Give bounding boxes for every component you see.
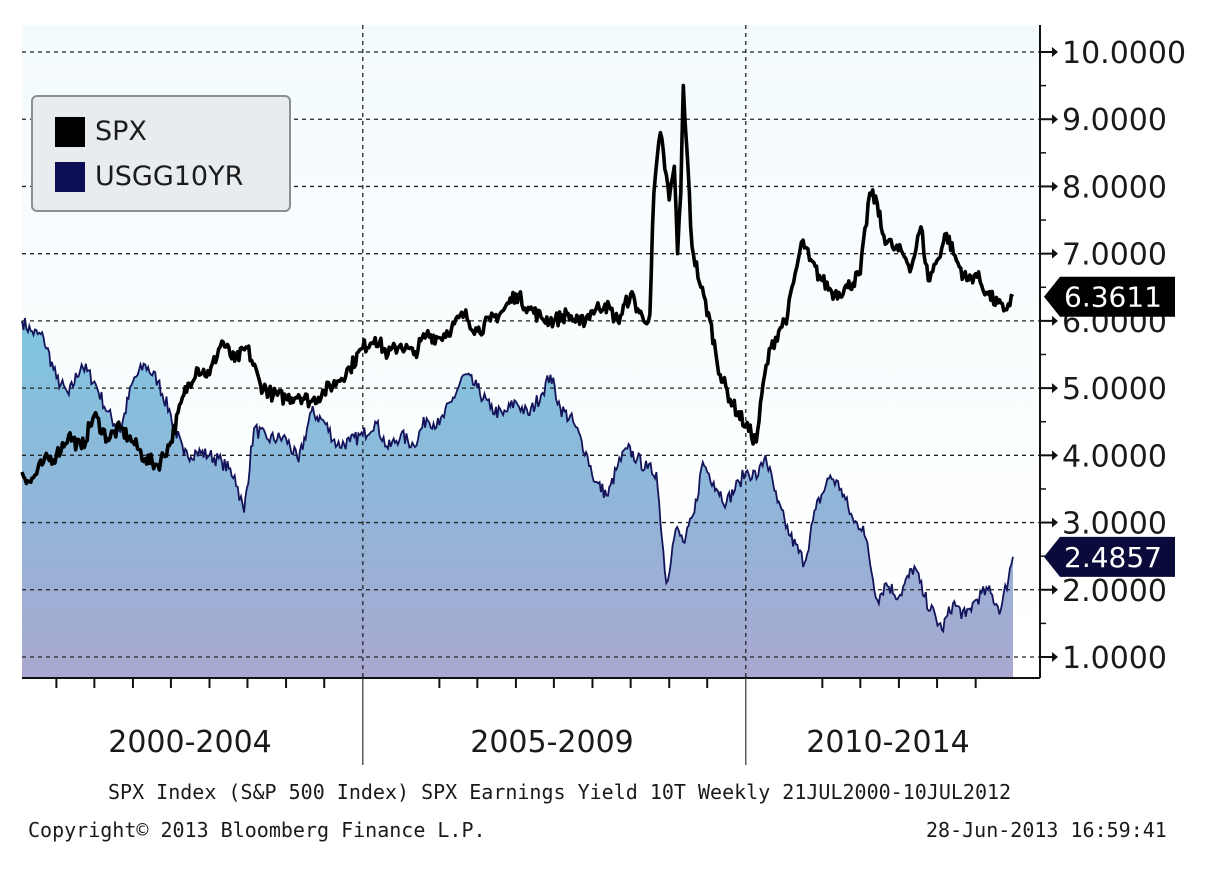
last-value-callout-spx-label: 6.3611 [1064,281,1162,314]
last-value-callout-spx: 6.3611 [1044,276,1175,317]
y-tick-arrow-2.0000 [1052,584,1058,595]
y-tick-arrow-3.0000 [1052,517,1058,528]
last-value-callout-spx-box [1044,276,1175,317]
y-tick-arrow-7.0000 [1052,248,1058,259]
y-tick-label: 4.0000 [1062,439,1167,474]
y-tick-arrow-1.0000 [1052,652,1058,662]
y-tick-arrow-6.0000 [1052,315,1058,326]
y-tick-label: 9.0000 [1062,103,1167,138]
chart-canvas: 1.00002.00003.00004.00005.00006.00007.00… [20,25,1186,765]
legend-label-spx: SPX [95,116,147,147]
timestamp-text: 28-Jun-2013 16:59:41 [926,818,1167,842]
x-period-label: 2000-2004 [108,725,272,760]
legend-item-spx: SPX [55,116,147,147]
last-value-callout-usgg10yr-box [1044,536,1175,577]
y-tick-label: 10.0000 [1062,36,1186,71]
y-tick-label: 1.0000 [1062,641,1167,676]
x-period-label: 2010-2014 [806,725,970,760]
last-value-callout-usgg10yr: 2.4857 [1044,536,1175,577]
y-tick-label: 2.0000 [1062,574,1167,609]
y-tick-arrow-5.0000 [1052,383,1058,394]
series-line-usgg10yr [21,317,1014,634]
y-tick-arrow-8.0000 [1052,181,1058,192]
series-line-spx [20,83,1015,486]
y-tick-arrow-10.0000 [1052,47,1058,57]
legend-item-usgg10yr: USGG10YR [55,161,243,192]
x-period-label: 2005-2009 [470,725,634,760]
legend: SPX USGG10YR [31,95,291,212]
series-area-usgg10yr [22,318,1013,678]
last-value-callout-usgg10yr-label: 2.4857 [1064,541,1162,574]
chart-description: SPX Index (S&P 500 Index) SPX Earnings Y… [108,780,1012,804]
legend-label-usgg10yr: USGG10YR [95,161,244,192]
legend-swatch-usgg10yr [55,161,85,192]
y-tick-arrow-4.0000 [1052,450,1058,461]
y-tick-label: 5.0000 [1062,372,1167,407]
y-tick-label: 7.0000 [1062,238,1167,273]
y-tick-label: 3.0000 [1062,507,1167,542]
copyright-text: Copyright© 2013 Bloomberg Finance L.P. [28,818,486,842]
legend-swatch-spx [55,116,85,147]
y-tick-arrow-9.0000 [1052,114,1058,125]
y-tick-label: 8.0000 [1062,170,1167,205]
